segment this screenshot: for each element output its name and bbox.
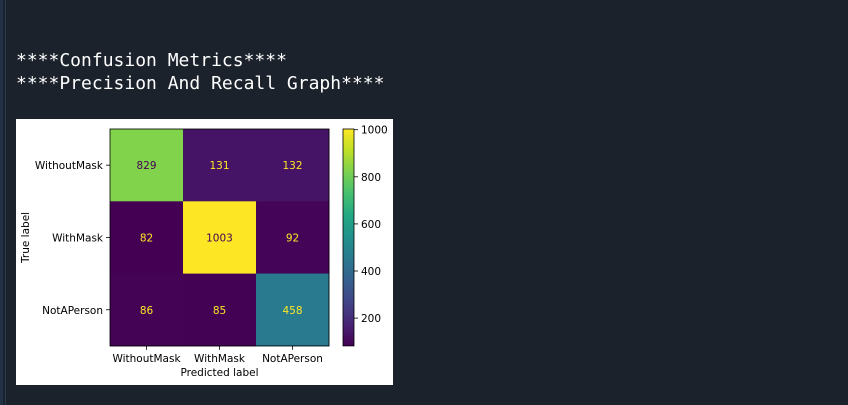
cell-value-label-2-2: 458 [282, 305, 302, 317]
heatmap-cell-0-0 [110, 129, 184, 202]
stdout-line-confusion: ****Confusion Metrics**** [16, 50, 287, 71]
x-axis-label: Predicted label [180, 367, 258, 379]
y-axis-label: True label [20, 212, 32, 264]
cell-value-label-1-2: 92 [286, 232, 299, 244]
heatmap-cell-1-1 [183, 201, 257, 275]
y-tick-label-1: WithMask [52, 232, 104, 244]
cell-value-label-2-0: 86 [140, 305, 154, 317]
heatmap-cells [110, 129, 330, 347]
heatmap-cell-0-2 [256, 129, 330, 202]
stdout-text: ****Confusion Metrics**** ****Precision A… [16, 49, 384, 95]
heatmap-cell-1-2 [256, 201, 330, 275]
heatmap-cell-1-0 [110, 201, 184, 275]
colorbar-tick-label-1: 400 [361, 266, 381, 278]
stdout-line-precision-recall: ****Precision And Recall Graph**** [16, 73, 385, 94]
x-tick-label-2: NotAPerson [262, 353, 323, 365]
cell-value-label-1-1: 1003 [206, 232, 233, 244]
heatmap-cell-labels: 829 131 132 82 1003 92 86 85 458 [136, 160, 302, 317]
cell-value-label-1-0: 82 [140, 232, 153, 244]
colorbar-tick-label-3: 800 [361, 172, 381, 184]
heatmap-axes: WithoutMask WithMask NotAPerson WithoutMask… [20, 128, 330, 379]
cell-value-label-0-0: 829 [136, 160, 156, 172]
heatmap-cell-2-2 [256, 273, 330, 347]
colorbar-gradient [342, 128, 355, 347]
x-tick-label-1: WithMask [194, 353, 246, 365]
heatmap-cell-0-1 [183, 129, 257, 202]
cell-gutter-bar [0, 0, 3, 405]
cell-value-label-2-1: 85 [213, 305, 226, 317]
y-tick-label-0: WithoutMask [35, 160, 104, 172]
cell-gutter-line [5, 0, 6, 405]
x-tick-label-0: WithoutMask [112, 353, 181, 365]
cell-value-label-0-1: 131 [209, 160, 229, 172]
colorbar-tick-label-4: 1000 [361, 125, 388, 137]
y-tick-label-2: NotAPerson [42, 305, 103, 317]
cell-value-label-0-2: 132 [282, 160, 302, 172]
heatmap-cell-2-1 [183, 273, 257, 347]
colorbar-tick-label-2: 600 [361, 219, 381, 231]
heatmap-cell-2-0 [110, 273, 184, 347]
confusion-matrix-figure: 829 131 132 82 1003 92 86 85 458 WithoutMask With… [16, 119, 393, 385]
colorbar: 200 400 600 800 1000 [342, 125, 388, 347]
colorbar-tick-label-0: 200 [361, 313, 381, 325]
